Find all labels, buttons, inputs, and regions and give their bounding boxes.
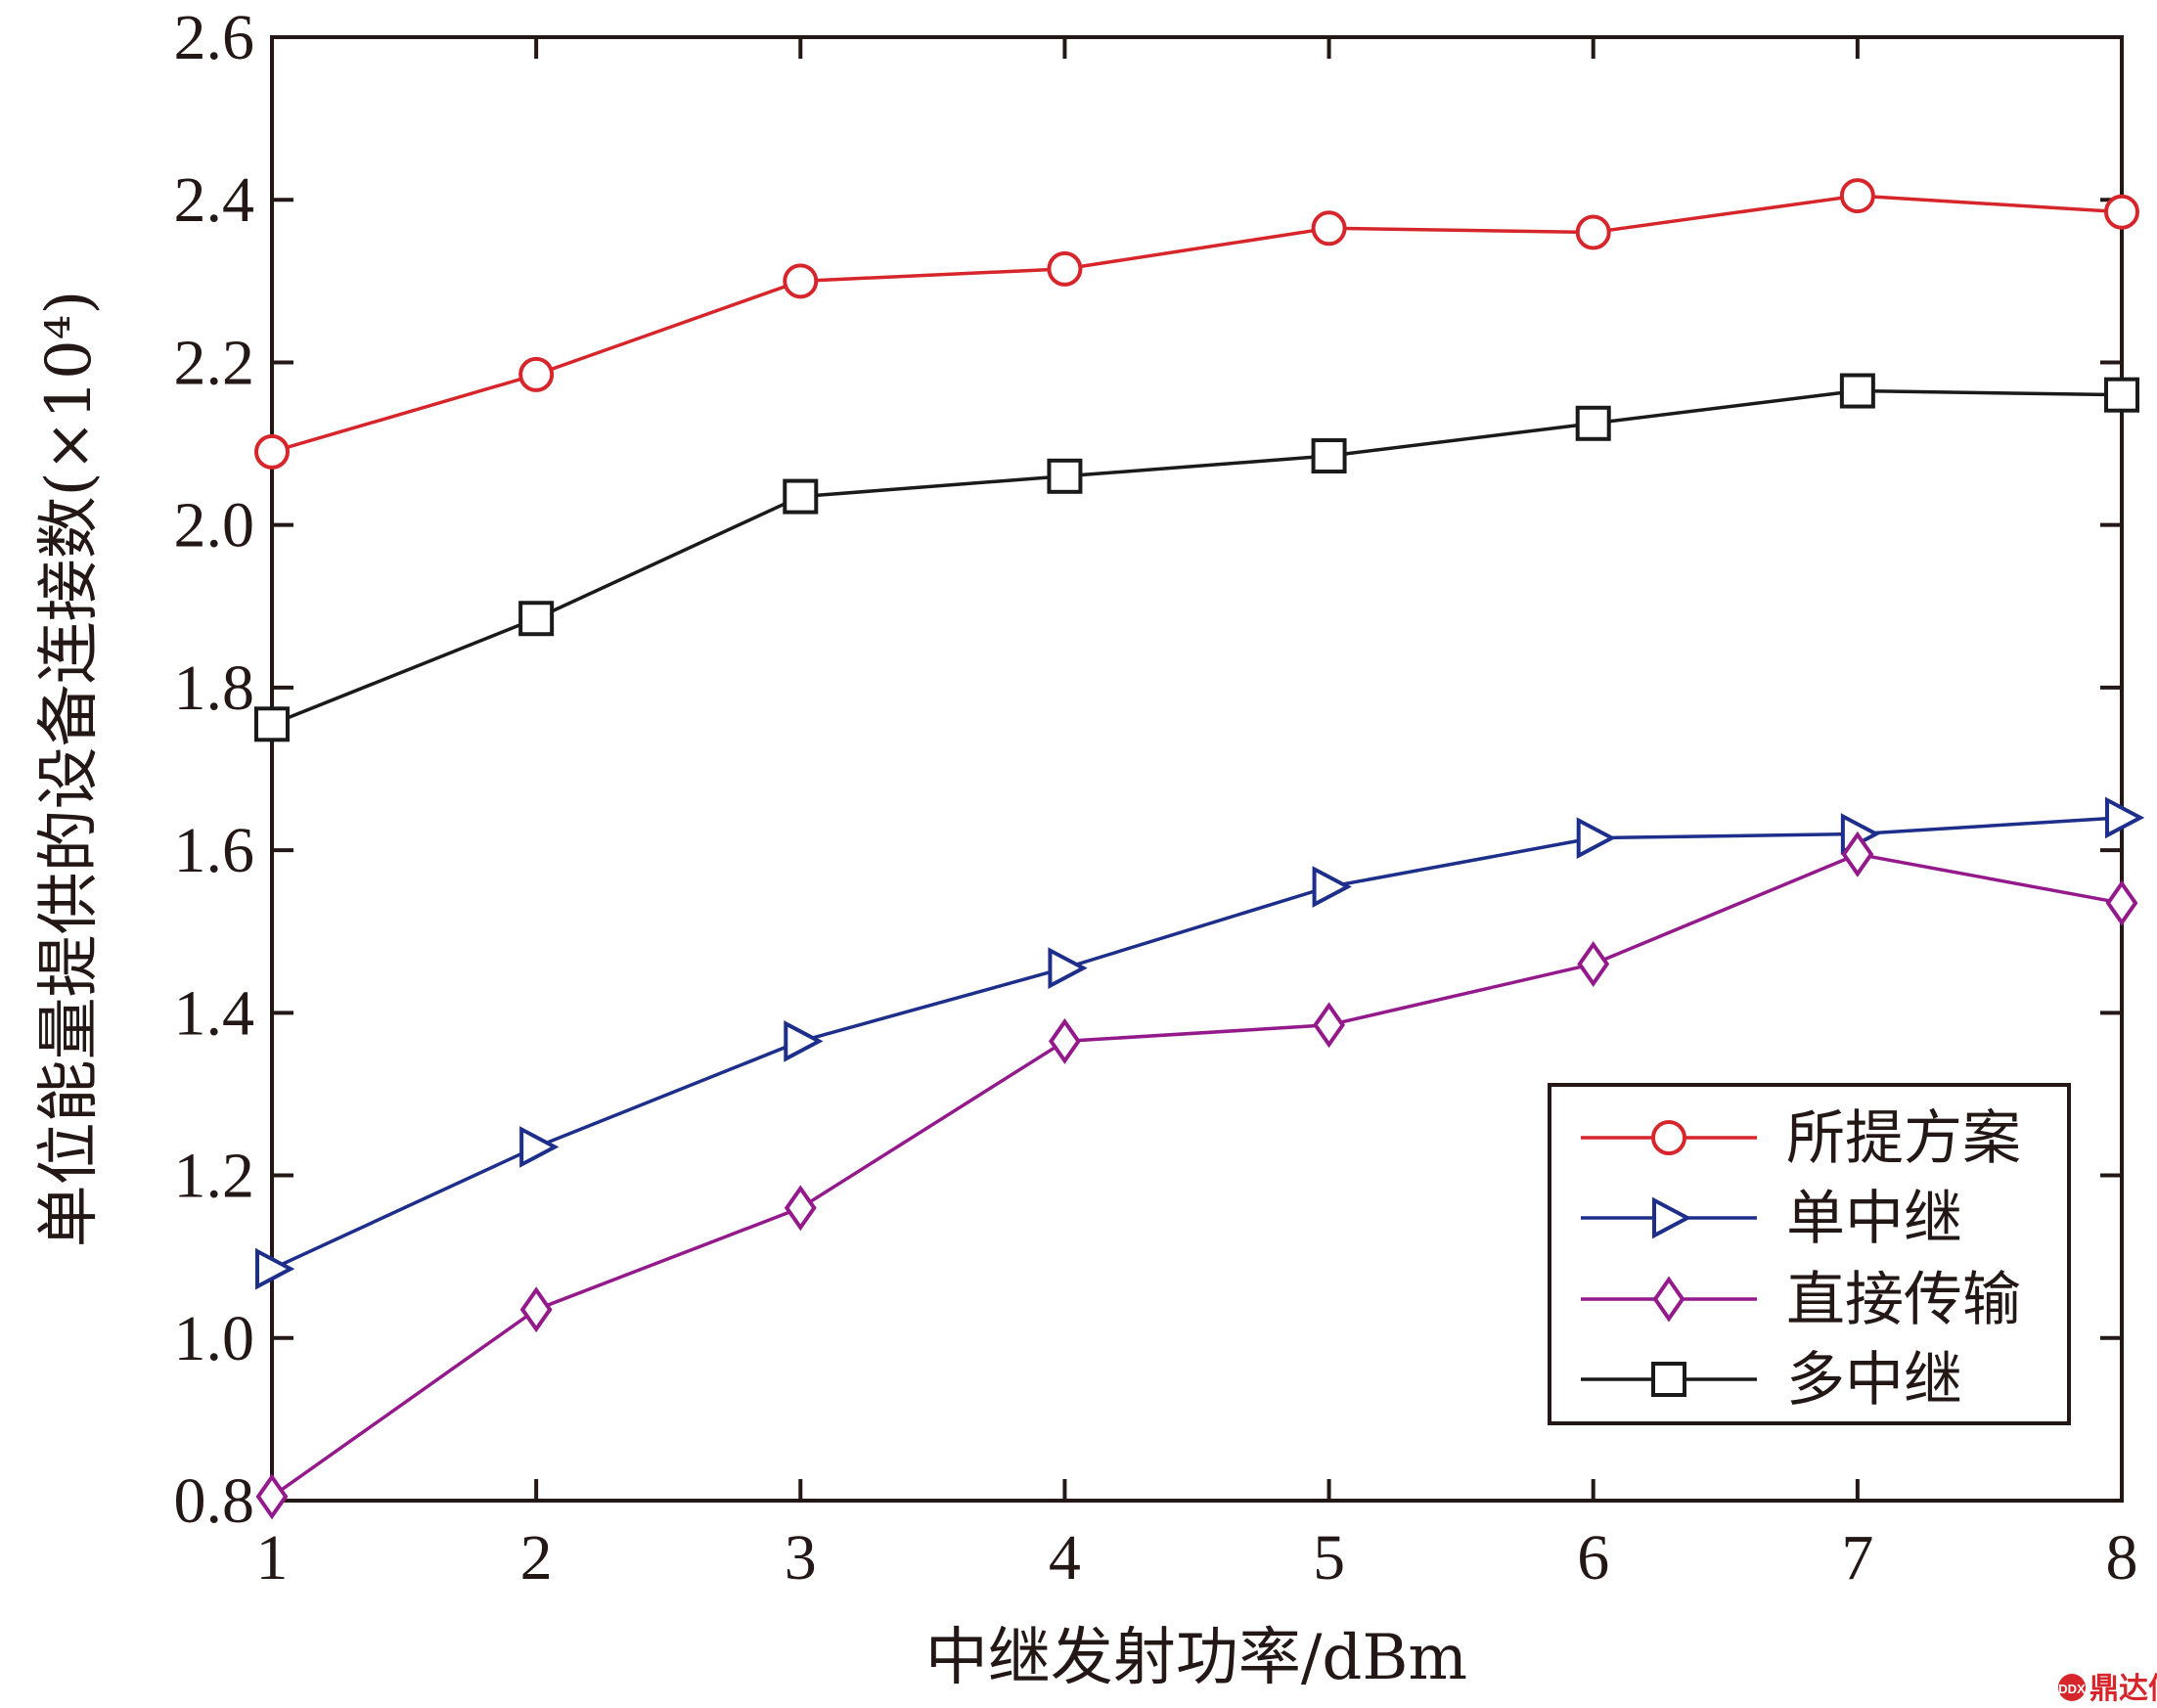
data-point [518,356,555,392]
series-1 [254,178,2139,470]
y-tick-label: 1.4 [174,977,255,1049]
data-point [1313,1002,1346,1049]
data-point [2104,194,2139,230]
legend-label: 多中继 [1786,1346,1962,1415]
y-tick-label: 2.0 [174,490,255,562]
data-point [1576,817,1616,859]
series-3 [255,831,2138,1520]
data-point [1841,831,1874,877]
y-tick-label: 1.6 [174,815,255,886]
data-point [1839,178,1875,214]
watermark-logo-icon [2058,1674,2086,1701]
x-tick-label: 7 [1841,1522,1873,1594]
data-point [784,1020,824,1062]
data-point [254,433,290,470]
x-tick-label: 5 [1313,1522,1345,1594]
legend-label: 单中继 [1786,1185,1962,1253]
y-tick-label: 1.2 [174,1141,255,1212]
y-tick-label: 2.4 [174,164,255,236]
data-point [1839,373,1875,409]
data-point [1311,210,1347,247]
data-point [519,1126,560,1168]
y-tick-label: 2.2 [174,327,255,398]
watermark-logo-text: DDX [2058,1682,2086,1696]
x-tick-label: 1 [256,1522,289,1594]
legend-marker [1651,1120,1686,1155]
series-line [270,852,2123,1499]
data-point [1575,214,1611,250]
x-tick-label: 3 [785,1522,817,1594]
data-point [1048,947,1088,989]
legend-marker [1652,1276,1685,1323]
legend-label: 直接传输 [1786,1266,2021,1334]
series-2 [255,796,2145,1290]
legend-marker [1652,1196,1692,1239]
series-layer [254,178,2145,1520]
data-point [1575,405,1611,441]
data-point [2105,879,2138,926]
legend-item: 多中继 [1581,1346,1962,1415]
data-point [1047,458,1083,494]
x-tick-label: 4 [1049,1522,1081,1594]
data-point [518,601,555,637]
legend-box [1548,1083,2071,1425]
legend-label: 所提方案 [1786,1104,2021,1173]
x-tick-label: 2 [520,1522,553,1594]
data-point [1312,866,1352,908]
watermark: DDX 鼎达信 [2058,1672,2157,1706]
y-tick-label: 1.8 [174,652,255,724]
series-line [271,194,2123,454]
data-point [2105,796,2145,839]
x-tick-label: 6 [1577,1522,1609,1594]
legend-item: 单中继 [1581,1185,1962,1253]
data-point [1311,438,1347,474]
y-tick-label: 2.6 [174,2,255,73]
data-point [255,1247,295,1290]
plot-frame [270,35,2124,1503]
data-point [784,1185,817,1232]
legend-marker [1651,1362,1686,1397]
series-line [271,388,2123,726]
y-axis-title: 单位能量提供的设备连接数(×10⁴) [33,291,106,1248]
data-point [254,706,290,742]
data-point [783,478,819,515]
y-tick-label: 0.8 [174,1465,255,1537]
data-point [1048,1017,1081,1064]
data-point [1577,940,1610,987]
data-point [519,1286,553,1333]
data-point [2104,377,2139,413]
data-point [783,263,819,299]
x-axis-title: 中继发射功率/dBm [925,1622,1467,1694]
legend-item: 直接传输 [1581,1266,2021,1334]
watermark-text: 鼎达信 [2090,1672,2157,1706]
data-point [255,1473,289,1520]
axis-tick-labels: 1 2 3 4 5 6 7 8 0.8 1.0 1.2 1.4 1.6 1.8 2.0 2.2 2.4 2.6 [174,2,2138,1594]
legend-item: 所提方案 [1581,1104,2021,1173]
x-tick-label: 8 [2106,1522,2138,1594]
series-line [271,816,2123,1271]
y-tick-label: 1.0 [174,1303,255,1374]
data-point [1047,250,1083,287]
series-4 [254,373,2139,742]
